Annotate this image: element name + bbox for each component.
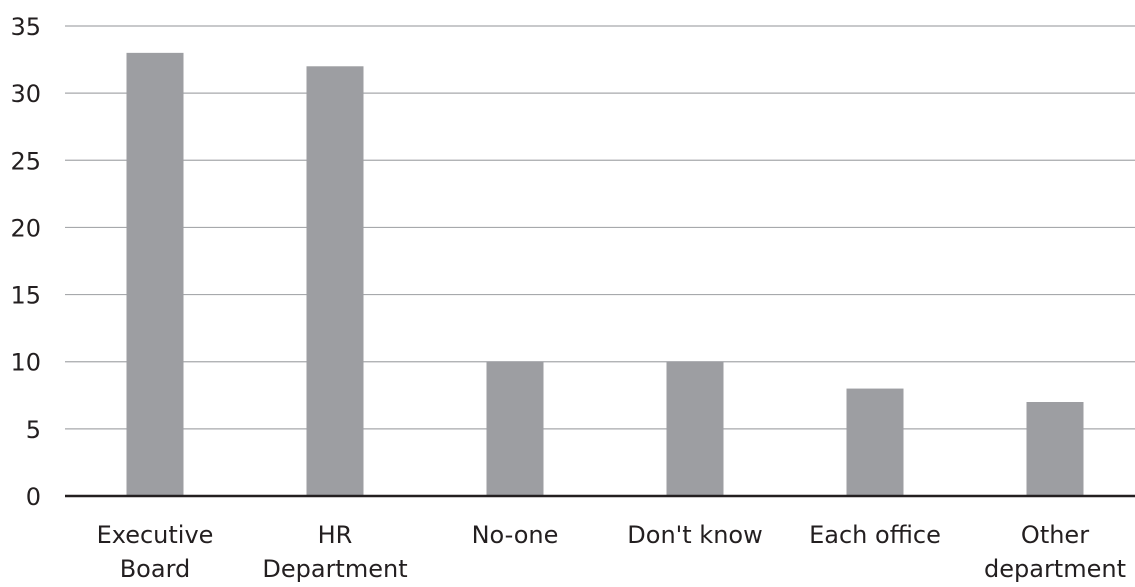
x-tick-label: Each office — [809, 521, 941, 549]
gridlines — [65, 25, 1135, 430]
y-tick-label: 35 — [10, 13, 41, 41]
x-tick-label-line: Executive — [97, 521, 214, 549]
bar — [1026, 402, 1084, 496]
x-tick-label-line: Other — [1021, 521, 1089, 549]
x-tick-label-line: Department — [262, 555, 407, 583]
y-tick-label: 0 — [26, 483, 41, 511]
x-tick-label-line: Each office — [809, 521, 941, 549]
bar — [306, 66, 364, 497]
y-axis-ticks: 0 5 10 15 20 25 30 35 — [10, 13, 41, 511]
x-tick-label-line: Board — [120, 555, 191, 583]
y-tick-label: 15 — [10, 282, 41, 310]
y-tick-label: 10 — [10, 349, 41, 377]
x-tick-label-line: HR — [318, 521, 353, 549]
x-tick-label-line: department — [984, 555, 1126, 583]
y-tick-label: 5 — [26, 416, 41, 444]
x-tick-label: Other department — [984, 521, 1126, 583]
x-tick-label-line: Don't know — [627, 521, 762, 549]
x-tick-label-line: No-one — [472, 521, 559, 549]
x-tick-label: Executive Board — [97, 521, 214, 583]
x-axis-categories: Executive Board HR Department No-one Don't kn… — [97, 521, 1126, 583]
y-tick-label: 25 — [10, 147, 41, 175]
bar — [486, 361, 544, 496]
bars — [126, 52, 1084, 497]
y-tick-label: 30 — [10, 80, 41, 108]
x-tick-label: Don't know — [627, 521, 762, 549]
y-tick-label: 20 — [10, 214, 41, 242]
bar — [666, 361, 724, 496]
bar — [846, 388, 904, 496]
x-tick-label: HR Department — [262, 521, 407, 583]
bar — [126, 52, 184, 496]
x-tick-label: No-one — [472, 521, 559, 549]
